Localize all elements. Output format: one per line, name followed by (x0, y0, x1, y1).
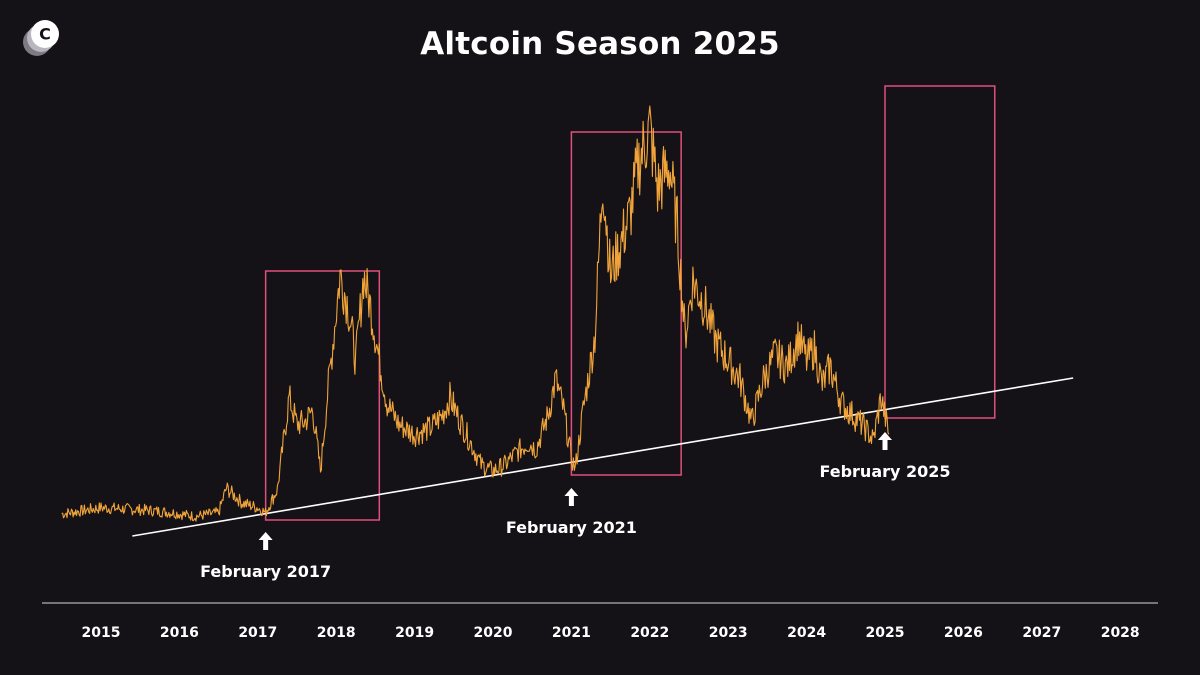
highlight-box-2 (570, 131, 682, 476)
x-tick-label: 2022 (630, 625, 669, 641)
price-series (61, 105, 890, 522)
highlight-box-1 (264, 270, 381, 521)
x-tick-label: 2027 (1022, 625, 1061, 641)
support-trendline (132, 377, 1074, 537)
x-tick-label: 2021 (552, 625, 591, 641)
x-tick-label: 2019 (395, 625, 434, 641)
trendline-group (132, 377, 1074, 537)
x-tick-label: 2025 (866, 625, 905, 641)
x-tick-label: 2016 (160, 625, 199, 641)
x-tick-label: 2023 (709, 625, 748, 641)
annotations: February 2017 February 2021 February 2025 (200, 432, 951, 581)
price-line (61, 105, 890, 522)
up-arrow-icon (564, 488, 579, 506)
x-tick-label: 2028 (1101, 625, 1140, 641)
annotation-label: February 2021 (506, 518, 637, 537)
highlight-boxes (264, 85, 996, 521)
up-arrow-icon (258, 532, 273, 550)
annotation-label: February 2017 (200, 562, 331, 581)
logo-letter: C (39, 25, 51, 44)
highlight-box-3 (884, 85, 996, 419)
x-tick-label: 2017 (238, 625, 277, 641)
up-arrow-icon (878, 432, 892, 450)
x-axis-ticks: 2015 2016 2017 2018 2019 2020 2021 2022 2023 2024… (82, 625, 1140, 641)
chart-title: Altcoin Season 2025 (420, 26, 780, 62)
x-tick-label: 2020 (474, 625, 513, 641)
annotation-label: February 2025 (819, 462, 950, 481)
x-tick-label: 2015 (82, 625, 121, 641)
logo-icon: C (23, 20, 59, 56)
x-tick-label: 2024 (787, 625, 826, 641)
x-tick-label: 2018 (317, 625, 356, 641)
x-tick-label: 2026 (944, 625, 983, 641)
